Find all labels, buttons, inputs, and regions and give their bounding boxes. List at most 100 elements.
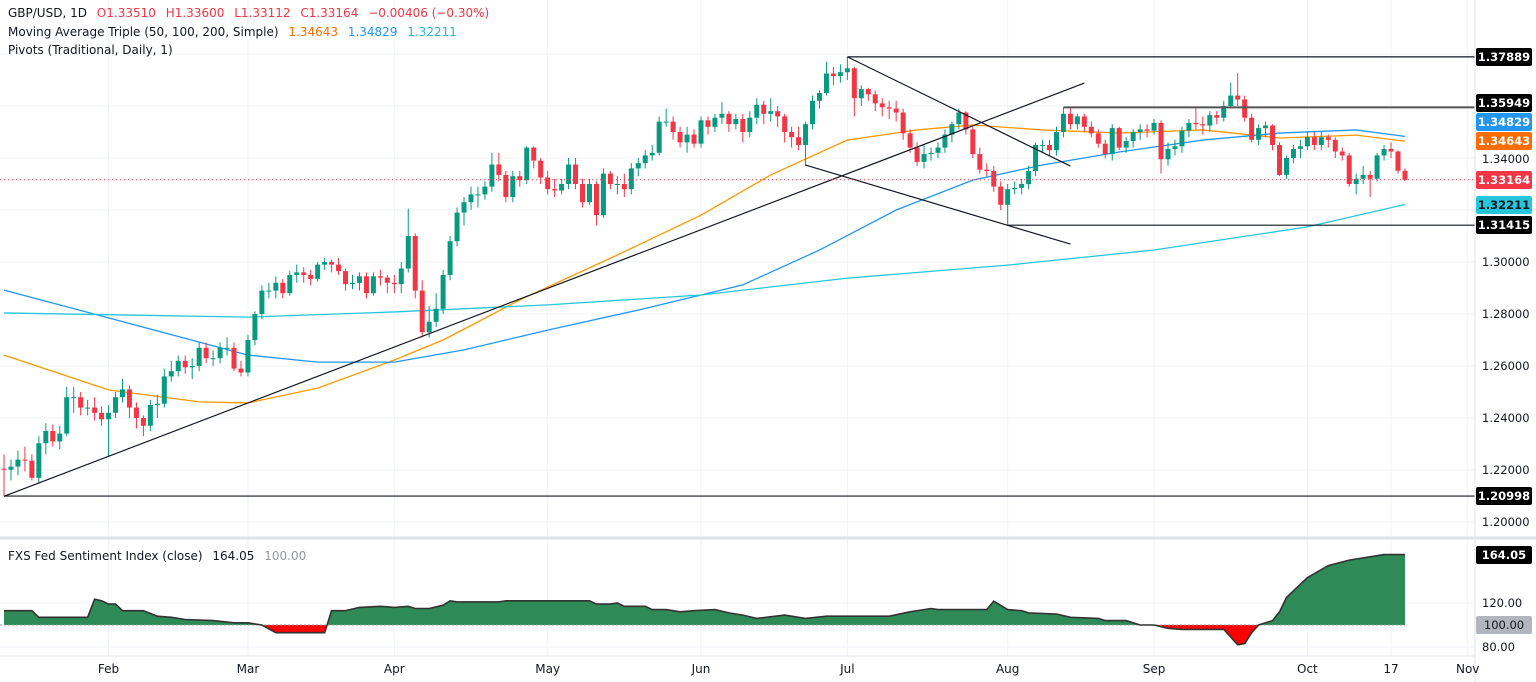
candle xyxy=(8,459,14,481)
price-badge: 1.37889 xyxy=(1476,47,1532,66)
candle xyxy=(370,272,376,296)
candle xyxy=(1165,142,1171,166)
candle-body xyxy=(719,113,725,118)
candle xyxy=(1402,168,1408,182)
candle xyxy=(245,334,251,377)
candle-body xyxy=(573,164,579,184)
candle xyxy=(949,121,955,143)
symbol-label[interactable]: GBP/USD, 1D xyxy=(8,6,87,20)
candle-body xyxy=(949,124,955,135)
candle-body xyxy=(872,94,878,104)
candle xyxy=(405,208,411,273)
candle xyxy=(593,181,599,226)
price-tick-label: 1.34000 xyxy=(1482,152,1530,167)
time-axis-label: Oct xyxy=(1297,662,1318,676)
candle xyxy=(468,186,474,210)
candle-body xyxy=(1088,126,1094,134)
pivots-title[interactable]: Pivots (Traditional, Daily, 1) xyxy=(8,43,173,57)
candle-body xyxy=(1235,95,1241,100)
candle xyxy=(301,267,307,283)
candle-body xyxy=(350,282,355,285)
candle xyxy=(1374,152,1380,182)
candle-body xyxy=(22,459,28,461)
candle-body xyxy=(273,282,279,291)
candle xyxy=(803,121,809,166)
candle xyxy=(719,102,725,125)
candle-body xyxy=(182,360,188,368)
candle-body xyxy=(663,121,669,123)
candle-body xyxy=(1283,158,1289,175)
candle-body xyxy=(8,466,14,470)
candle xyxy=(78,392,84,416)
trendline[interactable] xyxy=(805,164,1071,245)
candle xyxy=(858,85,864,106)
candle-body xyxy=(461,202,467,213)
candle xyxy=(168,360,174,382)
candle-body xyxy=(419,290,425,333)
candle xyxy=(1081,113,1087,132)
price-badge: 1.34643 xyxy=(1476,132,1532,151)
price-tick-label: 1.20000 xyxy=(1482,515,1530,529)
candle xyxy=(726,111,732,132)
candle xyxy=(670,116,676,140)
candle-body xyxy=(740,119,746,132)
symbol-legend: GBP/USD, 1D O1.33510 H1.33600 L1.33112 C… xyxy=(8,6,495,20)
candle-body xyxy=(92,407,98,413)
candle xyxy=(893,100,899,122)
sentiment-title[interactable]: FXS Fed Sentiment Index (close) xyxy=(8,549,203,563)
candle xyxy=(573,158,579,190)
candle xyxy=(57,425,63,450)
candle-body xyxy=(886,107,892,109)
high-value: H1.33600 xyxy=(165,6,225,20)
time-axis-label: Jun xyxy=(691,662,711,676)
candle-body xyxy=(1053,132,1059,151)
candle-body xyxy=(1060,113,1066,132)
candle-body xyxy=(287,275,293,294)
sentiment-baseline-value: 100.00 xyxy=(264,549,307,563)
candle-body xyxy=(775,111,781,117)
candle-body xyxy=(489,164,495,187)
trendline[interactable] xyxy=(847,56,1071,167)
candle-body xyxy=(447,241,453,275)
candle xyxy=(1395,150,1401,174)
candle-body xyxy=(1123,141,1129,148)
sentiment-positive-area xyxy=(4,554,1405,625)
candle-body xyxy=(482,186,488,195)
candle-body xyxy=(1270,125,1276,145)
candle xyxy=(1388,142,1394,158)
candle xyxy=(614,176,620,195)
drawings[interactable] xyxy=(0,56,1475,497)
candle xyxy=(217,342,223,364)
candle xyxy=(1290,145,1296,164)
change-value: −0.00406 (−0.30%) xyxy=(368,6,490,20)
time-axis-label: Aug xyxy=(995,662,1020,676)
candle xyxy=(628,163,634,195)
ma-title[interactable]: Moving Average Triple (50, 100, 200, Sim… xyxy=(8,25,279,39)
candle xyxy=(740,113,746,143)
candle xyxy=(1109,124,1115,161)
trendline[interactable] xyxy=(3,82,1085,497)
candle-body xyxy=(161,376,167,404)
candle xyxy=(1130,129,1136,148)
candle xyxy=(1193,108,1199,130)
candle xyxy=(384,275,390,294)
candle-body xyxy=(468,194,474,203)
candle-body xyxy=(29,460,35,478)
time-axis-label: Jul xyxy=(840,662,855,676)
candle-body xyxy=(510,176,516,197)
candle-body xyxy=(991,171,997,187)
candle xyxy=(517,171,523,187)
candle-body xyxy=(1040,145,1046,146)
candle-body xyxy=(705,120,711,127)
candle xyxy=(1019,178,1025,195)
candle xyxy=(879,98,885,117)
candle xyxy=(350,275,355,290)
price-badge: 1.20998 xyxy=(1476,487,1532,506)
candle-body xyxy=(733,119,739,125)
candle-body xyxy=(1179,130,1185,147)
candle-body xyxy=(1228,95,1234,106)
candle xyxy=(1026,165,1032,190)
candle xyxy=(1137,124,1143,140)
candle-body xyxy=(1221,106,1227,118)
